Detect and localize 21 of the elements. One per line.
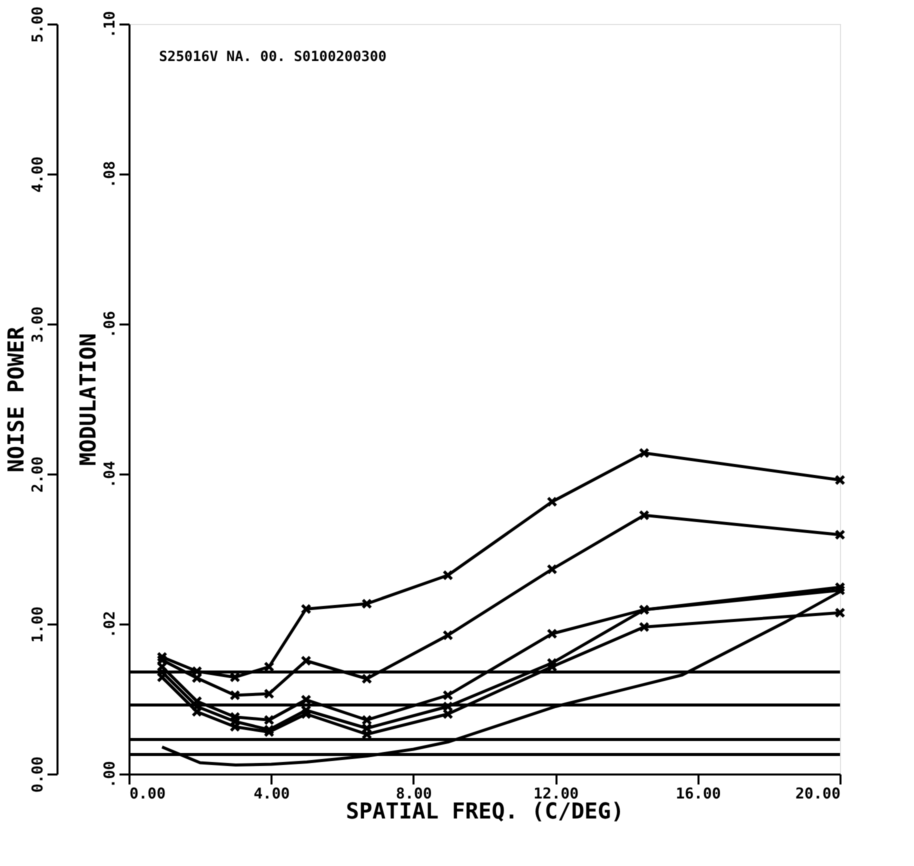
x-tick-label: 20.00 <box>795 784 840 802</box>
x-tick-label: 0.00 <box>130 784 166 802</box>
y-tick-label: .00 <box>100 760 118 788</box>
y2-axis-title: NOISE POWER <box>4 326 30 472</box>
x-tick-label: 8.00 <box>396 784 432 802</box>
y-axis-title: MODULATION <box>76 333 102 466</box>
y2-tick-label: 5.00 <box>28 6 46 43</box>
x-axis-title: SPATIAL FREQ. (C/DEG) <box>346 800 624 824</box>
y-tick-label: .06 <box>100 310 118 338</box>
annotation: S25016V NA. 00. S0100200300 <box>159 49 387 65</box>
y-tick-label: .10 <box>100 10 118 38</box>
x-tick-label: 12.00 <box>534 784 579 802</box>
y-tick-label: .08 <box>100 160 118 188</box>
x-tick-label: 16.00 <box>676 784 721 802</box>
y2-tick-label: 3.00 <box>28 306 46 343</box>
y-tick-label: .02 <box>100 610 118 638</box>
y2-tick-label: 4.00 <box>28 156 46 193</box>
y-tick-label: .04 <box>100 460 118 488</box>
x-tick-label: 4.00 <box>254 784 290 802</box>
y2-tick-label: 1.00 <box>28 606 46 643</box>
y2-tick-label: 2.00 <box>28 456 46 493</box>
